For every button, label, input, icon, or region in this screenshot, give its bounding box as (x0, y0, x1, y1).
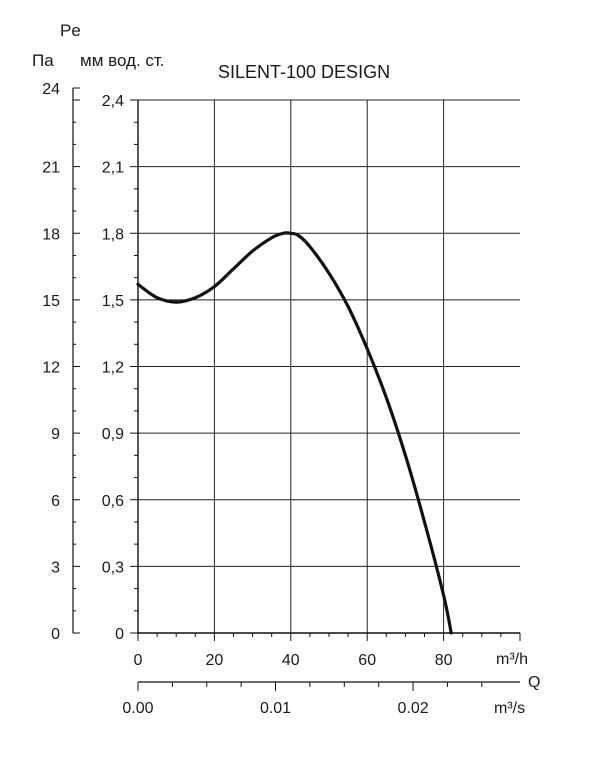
x-axis-ticks: 0 20 40 60 80 (134, 652, 453, 669)
x-unit-s: m³/s (494, 700, 525, 717)
y-tick-label: 0,3 (102, 559, 124, 576)
s-axis-ticks: 0.00 0.01 0.02 (122, 700, 428, 717)
y-tick-label: 2,1 (102, 160, 124, 177)
pa-tick-label: 21 (42, 160, 60, 177)
x-tick-label: 0 (134, 652, 143, 669)
x-tick-label: 40 (282, 652, 300, 669)
pressure-unit-mm: мм вод. ст. (80, 51, 165, 70)
pa-tick-label: 6 (51, 493, 60, 510)
axes (72, 87, 521, 691)
y-tick-label: 0 (115, 626, 124, 643)
performance-curve (136, 231, 453, 635)
pa-tick-label: 18 (42, 226, 60, 243)
pa-tick-label: 12 (42, 360, 60, 377)
y-axis-ticks: 0 0,3 0,6 0,9 1,2 1,5 1,8 2,1 2,4 (102, 93, 124, 643)
x-tick-label: 60 (358, 652, 376, 669)
pa-tick-label: 15 (42, 293, 60, 310)
pa-tick-label: 0 (51, 626, 60, 643)
y-tick-label: 0,9 (102, 426, 124, 443)
y-tick-label: 1,5 (102, 293, 124, 310)
x-unit-h: m³/h (496, 651, 528, 668)
s-tick-label: 0.00 (122, 700, 153, 717)
y-tick-label: 2,4 (102, 93, 124, 110)
s-tick-label: 0.01 (260, 700, 291, 717)
pa-axis-ticks: 0 3 6 9 12 15 18 21 24 (42, 81, 60, 643)
pa-tick-label: 9 (51, 426, 60, 443)
pa-tick-label: 24 (42, 81, 60, 98)
chart-title: SILENT-100 DESIGN (218, 62, 390, 82)
flow-symbol: Q (528, 674, 540, 691)
pressure-unit-pa: Па (32, 51, 54, 70)
y-tick-label: 0,6 (102, 493, 124, 510)
grid (138, 99, 520, 633)
y-tick-label: 1,8 (102, 226, 124, 243)
x-tick-label: 20 (206, 652, 224, 669)
pa-tick-label: 3 (51, 559, 60, 576)
s-tick-label: 0.02 (397, 700, 428, 717)
y-tick-label: 1,2 (102, 360, 124, 377)
x-tick-label: 80 (435, 652, 453, 669)
pressure-symbol: Pe (60, 21, 81, 40)
